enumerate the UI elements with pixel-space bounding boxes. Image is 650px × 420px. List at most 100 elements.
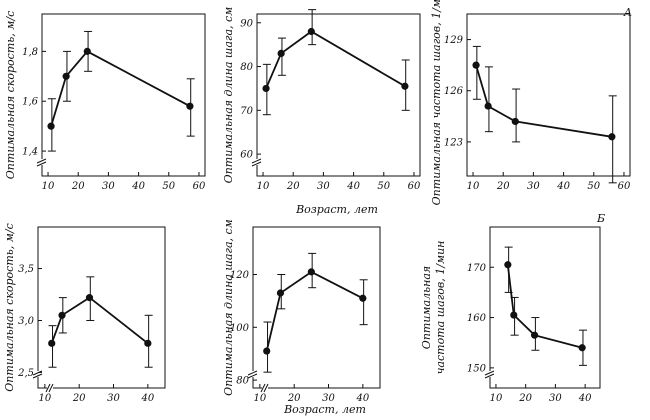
y-axis-break-mark (36, 158, 47, 164)
y-tick-label: 170 (467, 263, 487, 274)
y-axis-label: Оптимальная длина шага, см (222, 219, 235, 396)
x-tick-label: 10 (42, 181, 55, 192)
y-axis-label-line2: частота шагов, 1/мин (434, 241, 447, 375)
series-line (265, 30, 406, 89)
data-point (83, 47, 91, 55)
series-line (50, 296, 149, 345)
y-tick-label: 123 (444, 137, 463, 148)
y-tick-label: 90 (240, 18, 253, 29)
x-axis-label-bottom: Возраст, лет (283, 403, 366, 416)
data-point (48, 339, 56, 347)
data-point (276, 289, 285, 297)
chart-speed-A: 10 20 30 40 50 60 1,4 1,6 1,8 Оптимальная скорост… (4, 11, 206, 192)
y-axis-label-line1: Оптимальная (420, 266, 433, 349)
data-point (359, 294, 367, 302)
series-line (506, 264, 583, 349)
x-tick-label: 10 (253, 393, 266, 404)
x-tick-label: 40 (131, 181, 145, 192)
x-tick-label: 10 (467, 181, 480, 192)
x-tick-label: 30 (527, 181, 540, 192)
y-axis-label: Оптимальная длина шага, см (222, 7, 235, 184)
y-axis-break-mark (251, 161, 262, 167)
x-tick-label: 40 (556, 181, 570, 192)
x-axis-break-mark (45, 383, 51, 393)
x-tick-label: 60 (618, 181, 631, 192)
chart-step-frequency-B: 10 20 30 40 150 160 170 Оптимальная частота шаго… (420, 226, 601, 404)
data-point (62, 72, 70, 80)
x-axis-break-mark (260, 383, 266, 393)
y-tick-label: 160 (467, 313, 487, 324)
x-tick-label: 40 (355, 393, 369, 404)
y-axis-label: Оптимальная скорость, м/с (3, 223, 16, 391)
x-tick-label: 20 (518, 393, 532, 404)
x-tick-label: 40 (346, 181, 360, 192)
plot-frame (466, 13, 631, 177)
x-axis-label-top: Возраст, лет (295, 203, 378, 216)
data-point (85, 294, 94, 302)
y-tick-label: 80 (240, 62, 253, 73)
y-axis-break-gap (34, 371, 42, 377)
y-tick-label: 1,4 (22, 147, 38, 158)
plot-frame (252, 226, 381, 389)
y-tick-label: 120 (230, 270, 250, 281)
panel-label-B: Б (596, 212, 605, 225)
data-point (144, 339, 152, 347)
series-line (50, 50, 191, 127)
y-tick-label: 150 (467, 363, 487, 374)
y-tick-label: 129 (444, 35, 464, 46)
x-tick-label: 20 (496, 181, 510, 192)
x-tick-label: 60 (193, 181, 206, 192)
plot-frame (489, 226, 601, 389)
y-tick-label: 100 (230, 323, 250, 334)
plot-frame (41, 13, 206, 177)
x-tick-label: 10 (38, 393, 51, 404)
y-tick-label: 2,5 (17, 368, 34, 379)
data-point (511, 117, 519, 126)
y-axis-break-gap (253, 159, 261, 165)
data-point (307, 27, 315, 36)
x-axis-break-gap (47, 385, 53, 391)
y-axis-break-mark (32, 370, 43, 376)
data-point (472, 61, 480, 69)
data-point (307, 268, 315, 276)
x-tick-label: 50 (587, 181, 600, 192)
y-tick-label: 126 (444, 86, 464, 97)
y-axis-label: Оптимальная частота шагов, 1/мин (430, 0, 443, 205)
y-tick-label: 3,0 (18, 316, 35, 327)
y-axis-break-mark (247, 370, 258, 376)
data-point (47, 122, 55, 130)
x-tick-label: 10 (490, 393, 503, 404)
x-tick-label: 30 (102, 181, 115, 192)
x-tick-label: 30 (549, 393, 562, 404)
x-tick-label: 20 (72, 393, 86, 404)
x-tick-label: 60 (408, 181, 421, 192)
x-axis-break-gap (262, 385, 268, 391)
data-point (484, 102, 492, 110)
y-axis-break-mark (484, 370, 495, 376)
x-tick-label: 20 (71, 181, 85, 192)
y-tick-label: 1,6 (22, 97, 39, 108)
y-axis-break-mark (36, 161, 47, 167)
x-tick-label: 40 (578, 393, 592, 404)
y-axis-break-gap (249, 371, 257, 377)
y-axis-break-mark (484, 373, 495, 379)
x-tick-label: 30 (317, 181, 330, 192)
plot-frame (256, 13, 421, 177)
plot-frame (37, 226, 166, 389)
series-line (475, 64, 613, 138)
data-point (530, 331, 539, 339)
y-axis-label: Оптимальная скорость, м/с (4, 11, 17, 179)
x-tick-label: 20 (286, 181, 300, 192)
data-point (263, 347, 271, 355)
series-line (265, 270, 364, 352)
y-axis-break-gap (38, 159, 46, 165)
data-point (186, 102, 194, 110)
data-point (510, 311, 518, 319)
x-axis-break-mark (48, 383, 54, 393)
x-tick-label: 20 (287, 393, 301, 404)
data-point (262, 84, 270, 93)
